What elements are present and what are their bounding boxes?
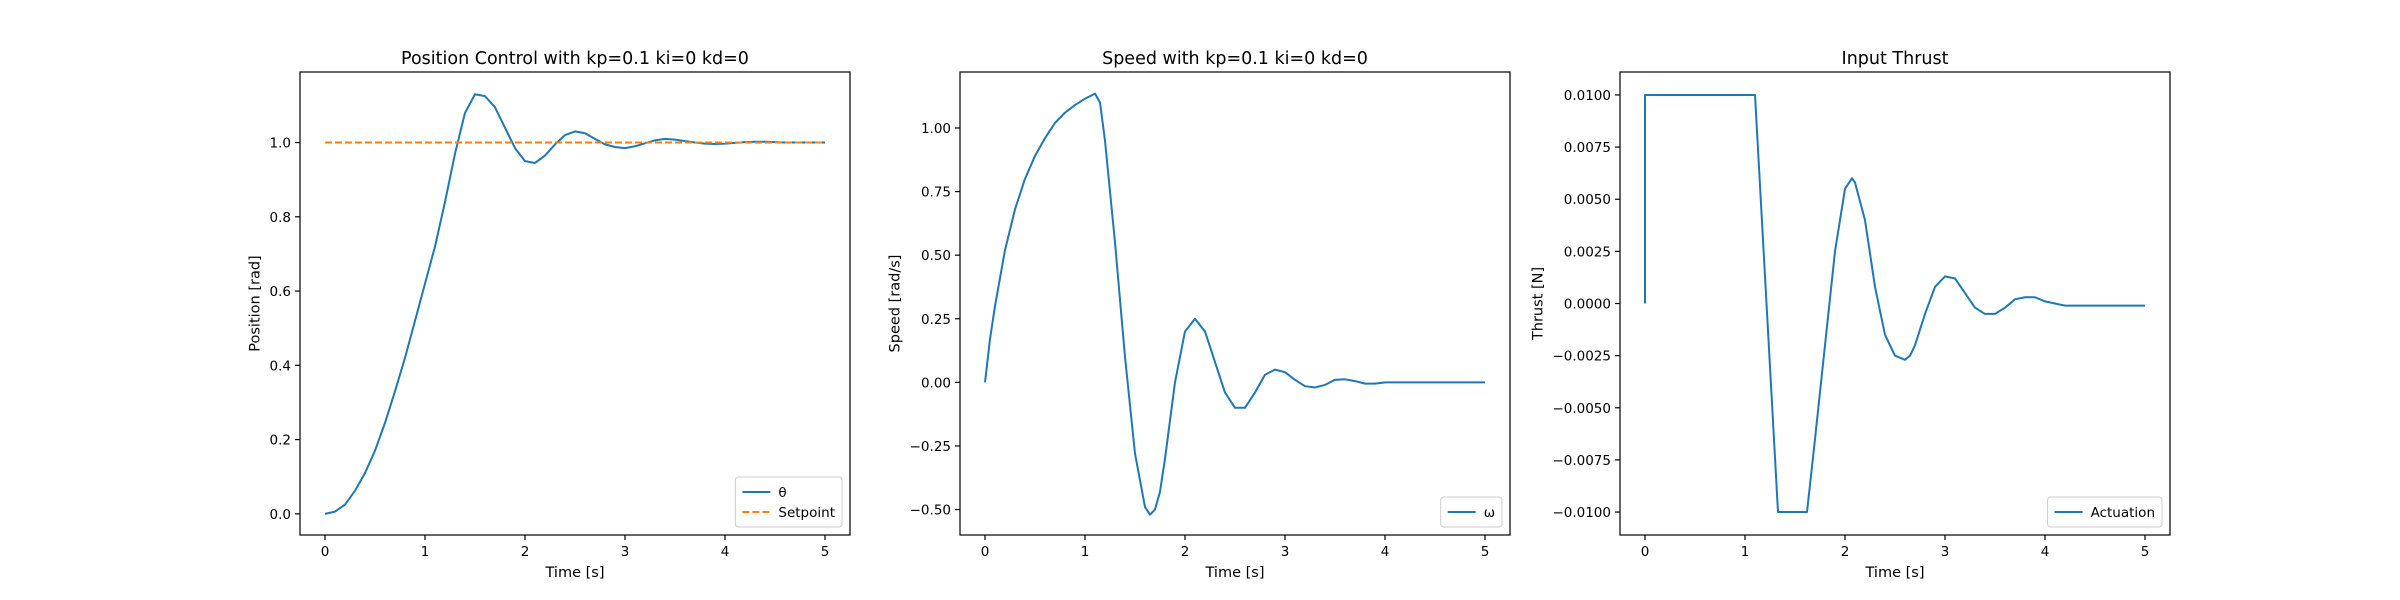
chart-1-xtick-label: 3: [621, 544, 630, 560]
chart-2-ytick-label: 0.25: [921, 312, 951, 328]
chart-1-ytick-label: 0.0: [270, 507, 291, 523]
chart-2-series-series-line: [984, 92, 1485, 516]
chart-2-ytick-label: −0.25: [910, 439, 951, 455]
chart-3-series-actuation-line: [1644, 93, 2145, 514]
chart-2-xlabel: Time [s]: [1205, 565, 1265, 581]
chart-3-xlabel: Time [s]: [1865, 565, 1925, 581]
chart-1-ytick-label: 0.4: [270, 358, 291, 374]
chart-2-legend-label-series: ω: [1484, 505, 1495, 521]
chart-2-ytick-label: 0.50: [921, 248, 951, 264]
chart-1-xtick-label: 0: [321, 544, 330, 560]
chart-2-xtick-label: 3: [1281, 544, 1290, 560]
chart-2-ylabel: Speed [rad/s]: [888, 255, 904, 353]
chart-1-ytick-label: 0.6: [270, 284, 291, 300]
chart-1-legend-label-series: θ: [778, 485, 786, 501]
chart-1-series-series-line: [324, 93, 825, 515]
chart-2-xtick-label: 0: [981, 544, 990, 560]
chart-1-ytick-label: 0.8: [270, 210, 291, 226]
chart-2-ytick-label: 1.00: [921, 121, 951, 137]
chart-3-ytick-label: 0.0100: [1564, 88, 1611, 104]
chart-1-xtick-label: 5: [821, 544, 830, 560]
chart-1-ytick-label: 0.2: [270, 433, 291, 449]
chart-3-ytick-label: 0.0050: [1564, 192, 1611, 208]
chart-2-xtick-label: 5: [1481, 544, 1490, 560]
chart-3-ytick-label: −0.0050: [1552, 401, 1611, 417]
chart-3-xtick-label: 2: [1841, 544, 1850, 560]
chart-2-ytick-label: 0.75: [921, 185, 951, 201]
chart-3-xtick-label: 1: [1741, 544, 1750, 560]
chart-1-ylabel: Position [rad]: [248, 255, 264, 351]
chart-3-ytick-label: 0.0075: [1564, 140, 1611, 156]
chart-2-title: Speed with kp=0.1 ki=0 kd=0: [1102, 49, 1368, 69]
chart-1-xtick-label: 1: [421, 544, 430, 560]
chart-3-xtick-label: 3: [1941, 544, 1950, 560]
chart-2-xtick-label: 1: [1081, 544, 1090, 560]
chart-3-ytick-label: −0.0025: [1552, 349, 1611, 365]
chart-2-legend: ω: [1440, 496, 1503, 528]
chart-3-ytick-label: −0.0100: [1552, 505, 1611, 521]
chart-3: 0 1 2 3 4 5 −0.0100 −0.0075 −0.0050 −0.0025 0.0000…: [1530, 49, 2171, 581]
chart-1-legend: θ Setpoint: [734, 476, 843, 528]
chart-3-ylabel: Thrust [N]: [1530, 267, 1546, 341]
chart-1-ytick-label: 1.0: [270, 136, 291, 152]
chart-1-axes-frame: [299, 71, 851, 536]
chart-3-xtick-label: 0: [1641, 544, 1650, 560]
chart-1-xlabel: Time [s]: [545, 565, 605, 581]
chart-2-ytick-label: 0.00: [921, 375, 951, 391]
chart-1-xtick-label: 2: [521, 544, 530, 560]
chart-1-title: Position Control with kp=0.1 ki=0 kd=0: [401, 49, 749, 69]
chart-3-axes-frame: [1619, 71, 2171, 536]
chart-3-ytick-label: −0.0075: [1552, 453, 1611, 469]
chart-3-legend: Actuation: [2047, 496, 2163, 528]
chart-3-legend-box: [2047, 496, 2163, 528]
chart-2: 0 1 2 3 4 5 −0.50 −0.25 0.00 0.25 0.50 0.75 1.00 Spee…: [888, 49, 1511, 581]
chart-1: 0 1 2 3 4 5 0.0 0.2 0.4 0.6 0.8 1.0 Position Control…: [248, 49, 851, 581]
chart-3-xtick-label: 4: [2041, 544, 2050, 560]
chart-3-xtick-label: 5: [2141, 544, 2150, 560]
chart-3-legend-label-actuation: Actuation: [2091, 505, 2155, 521]
chart-3-ytick-label: 0.0025: [1564, 244, 1611, 260]
chart-1-xtick-label: 4: [721, 544, 730, 560]
chart-1-legend-box: [734, 476, 843, 528]
chart-2-axes-frame: [959, 71, 1511, 536]
chart-3-title: Input Thrust: [1842, 49, 1949, 69]
chart-2-xtick-label: 4: [1381, 544, 1390, 560]
chart-1-legend-label-setpoint: Setpoint: [778, 505, 835, 521]
chart-2-ytick-label: −0.50: [910, 503, 951, 519]
chart-3-ytick-label: 0.0000: [1564, 297, 1611, 313]
chart-2-xtick-label: 2: [1181, 544, 1190, 560]
